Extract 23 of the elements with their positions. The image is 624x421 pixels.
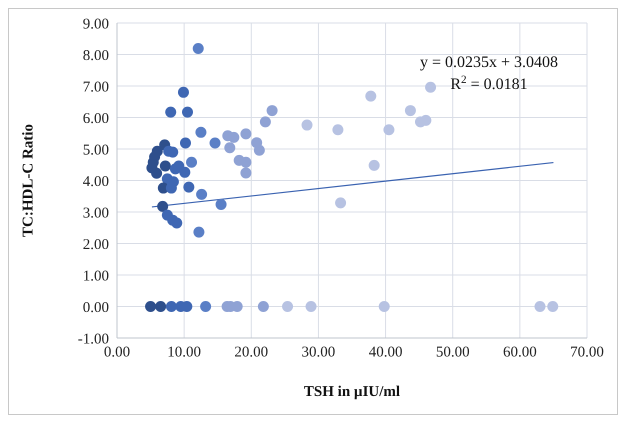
y-tick-label: 4.00 [82,174,109,190]
y-tick-label: 7.00 [82,79,109,96]
x-tick-label: 20.00 [234,344,268,361]
x-axis-title: TSH in µIU/ml [304,384,400,400]
x-tick-label: 70.00 [570,344,604,361]
y-tick-label: 2.00 [82,236,109,253]
x-tick-label: 60.00 [502,344,537,361]
x-tick-label: 10.00 [167,344,202,361]
annotation: y = 0.0235x + 3.0408 [420,54,558,71]
y-tick-label: 5.00 [82,142,109,158]
x-tick-label: 30.00 [302,344,336,361]
x-tick-label: 40.00 [368,344,402,361]
y-tick-label: 6.00 [82,110,109,127]
x-tick-label: 50.00 [436,344,470,361]
annotation: R$^{2}$ = 0.0181 [450,74,528,93]
y-tick-label: 8.00 [82,48,109,64]
y-tick-label: 1.00 [82,268,109,284]
y-tick-label: -1.00 [78,331,109,348]
y-tick-label: 9.00 [82,16,109,32]
x-tick-label: 0.00 [104,344,130,361]
y-tick-label: 3.00 [82,205,109,222]
y-axis-title: TC:HDL-C Ratio [20,124,36,237]
y-tick-label: 0.00 [82,300,109,316]
